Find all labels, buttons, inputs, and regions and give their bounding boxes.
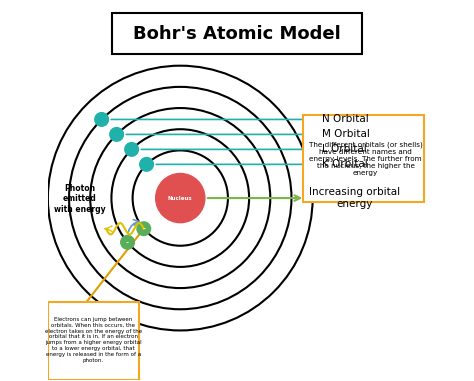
Text: -: - [126, 238, 129, 247]
FancyBboxPatch shape [112, 13, 362, 54]
Circle shape [121, 235, 134, 249]
Text: Photon
emitted
with energy: Photon emitted with energy [54, 184, 105, 214]
Circle shape [137, 222, 151, 235]
Text: Increasing orbital
energy: Increasing orbital energy [309, 187, 400, 209]
Circle shape [155, 173, 205, 223]
Circle shape [110, 128, 123, 141]
Text: Bohr's Atomic Model: Bohr's Atomic Model [133, 24, 341, 43]
Circle shape [125, 142, 138, 156]
Text: N Orbital: N Orbital [322, 114, 369, 125]
Text: K Orbital: K Orbital [322, 159, 368, 170]
Text: The different orbitals (or shells)
have different names and
energy levels. The f: The different orbitals (or shells) have … [309, 141, 422, 176]
Circle shape [95, 113, 109, 126]
Text: Nucleus: Nucleus [168, 195, 192, 200]
Text: M Orbital: M Orbital [322, 130, 370, 139]
FancyBboxPatch shape [48, 302, 139, 379]
Text: L Orbital: L Orbital [322, 144, 367, 154]
Text: Electrons can jump between
orbitals. When this occurs, the
electron takes on the: Electrons can jump between orbitals. Whe… [45, 317, 142, 363]
Circle shape [140, 158, 154, 171]
FancyBboxPatch shape [303, 115, 424, 202]
Text: -: - [142, 224, 145, 233]
